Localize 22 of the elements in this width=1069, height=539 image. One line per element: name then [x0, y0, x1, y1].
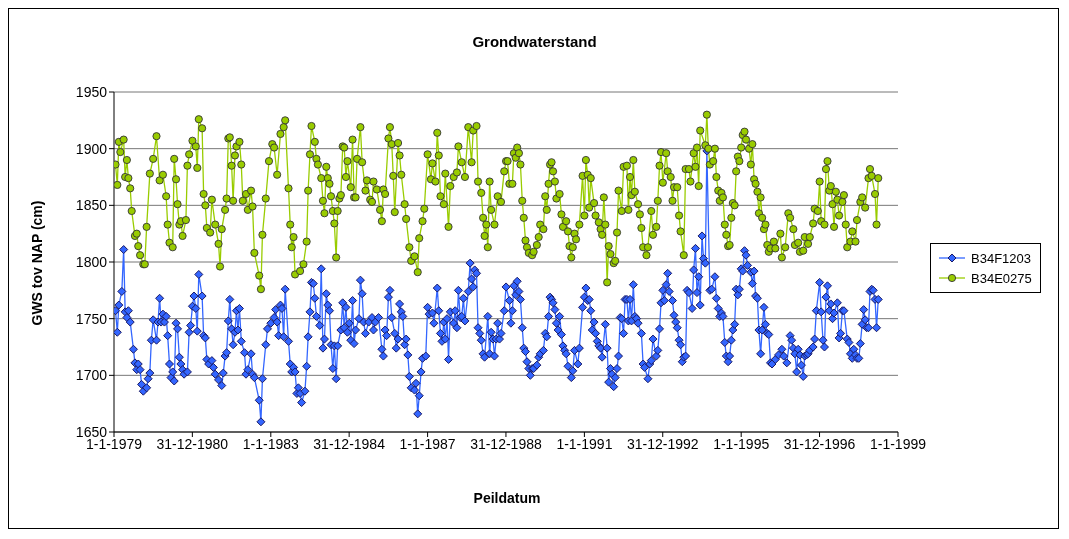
- legend-label: B34E0275: [971, 270, 1032, 286]
- y-tick-label: 1950: [75, 83, 108, 100]
- x-tick-label: 31-12-1996: [783, 435, 856, 452]
- y-tick-label: 1650: [75, 423, 108, 440]
- x-axis-title: Peildatum: [472, 490, 542, 506]
- y-tick-label: 1850: [75, 197, 108, 214]
- x-tick-label: 1-1-1987: [399, 435, 456, 452]
- x-tick-label: 1-1-1983: [242, 435, 300, 452]
- x-tick-label: 31-12-1988: [470, 435, 542, 452]
- y-tick-label: 1900: [75, 140, 108, 157]
- x-tick-label: 31-12-1984: [313, 435, 386, 452]
- x-tick-label: 31-12-1992: [626, 435, 699, 452]
- y-tick-label: 1700: [75, 367, 108, 384]
- y-tick-label: 1800: [75, 253, 108, 270]
- x-tick-label: 1-1-1995: [713, 435, 770, 452]
- legend-label: B34F1203: [971, 250, 1031, 266]
- x-tick-label: 1-1-1991: [556, 435, 613, 452]
- x-tick-label: 31-12-1980: [156, 435, 229, 452]
- x-tick-label: 1-1-1999: [869, 435, 927, 452]
- y-axis-title: GWS tov NAP (cm): [29, 200, 45, 326]
- chart-title: Grondwaterstand: [471, 33, 598, 50]
- y-tick-label: 1750: [75, 310, 108, 327]
